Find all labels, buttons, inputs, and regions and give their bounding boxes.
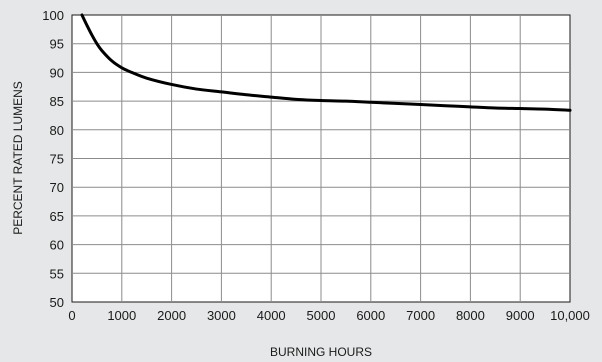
x-tick-label: 7000 bbox=[406, 308, 435, 323]
y-axis-label: PERCENT RATED LUMENS bbox=[11, 81, 25, 235]
y-tick-labels: 50 55 60 65 70 75 80 85 90 95 100 bbox=[42, 8, 64, 310]
series-line-0 bbox=[80, 13, 572, 112]
y-tick-label: 55 bbox=[50, 266, 64, 281]
x-tick-label: 5000 bbox=[307, 308, 336, 323]
y-tick-label: 90 bbox=[50, 65, 64, 80]
grid-lines bbox=[72, 15, 570, 302]
x-tick-label: 2000 bbox=[157, 308, 186, 323]
y-tick-label: 60 bbox=[50, 238, 64, 253]
x-axis-label: BURNING HOURS bbox=[270, 345, 372, 359]
x-tick-label: 1000 bbox=[107, 308, 136, 323]
x-tick-label: 6000 bbox=[356, 308, 385, 323]
x-tick-label: 10,000 bbox=[550, 308, 590, 323]
x-tick-labels: 0 1000 2000 3000 4000 5000 6000 7000 8000 9000 10,… bbox=[68, 308, 590, 323]
x-tick-label: 9000 bbox=[506, 308, 535, 323]
series-layer bbox=[80, 13, 572, 112]
y-tick-label: 85 bbox=[50, 94, 64, 109]
y-tick-label: 100 bbox=[42, 8, 64, 23]
y-tick-label: 95 bbox=[50, 37, 64, 52]
y-tick-label: 75 bbox=[50, 152, 64, 167]
y-tick-label: 80 bbox=[50, 123, 64, 138]
x-tick-label: 3000 bbox=[207, 308, 236, 323]
y-tick-label: 70 bbox=[50, 180, 64, 195]
x-tick-label: 4000 bbox=[257, 308, 286, 323]
x-tick-label: 8000 bbox=[456, 308, 485, 323]
y-tick-label: 50 bbox=[50, 295, 64, 310]
y-tick-label: 65 bbox=[50, 209, 64, 224]
x-tick-label: 0 bbox=[68, 308, 75, 323]
